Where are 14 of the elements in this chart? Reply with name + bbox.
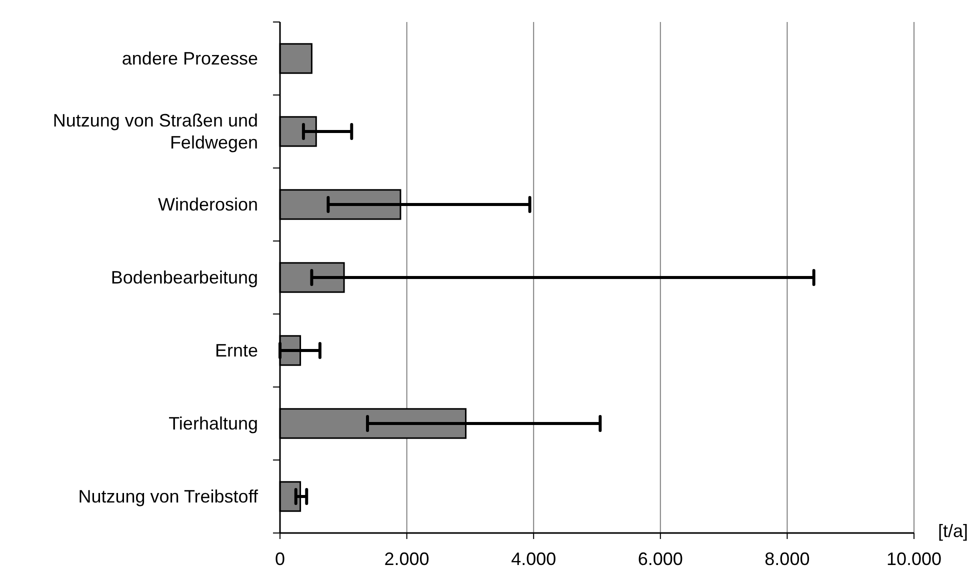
y-tick-label: Bodenbearbeitung bbox=[110, 268, 258, 288]
x-tick-label: 4.000 bbox=[511, 549, 556, 569]
x-tick-label: 8.000 bbox=[764, 549, 810, 569]
y-tick-label: Winderosion bbox=[158, 194, 258, 214]
x-axis-title: [t/a] bbox=[938, 521, 968, 541]
x-tick-label: 2.000 bbox=[384, 549, 430, 569]
x-tick-label: 6.000 bbox=[638, 549, 683, 569]
y-tick-label: andere Prozesse bbox=[122, 48, 258, 68]
x-tick-label: 0 bbox=[274, 549, 286, 569]
y-tick-label: Nutzung von Treibstoff bbox=[78, 486, 259, 506]
y-tick-label: Nutzung von Straßen und Feldwegen bbox=[52, 110, 258, 152]
y-tick-label: Tierhaltung bbox=[168, 414, 258, 434]
x-tick-label: 10.000 bbox=[886, 549, 942, 569]
y-tick-label: Ernte bbox=[214, 340, 258, 360]
